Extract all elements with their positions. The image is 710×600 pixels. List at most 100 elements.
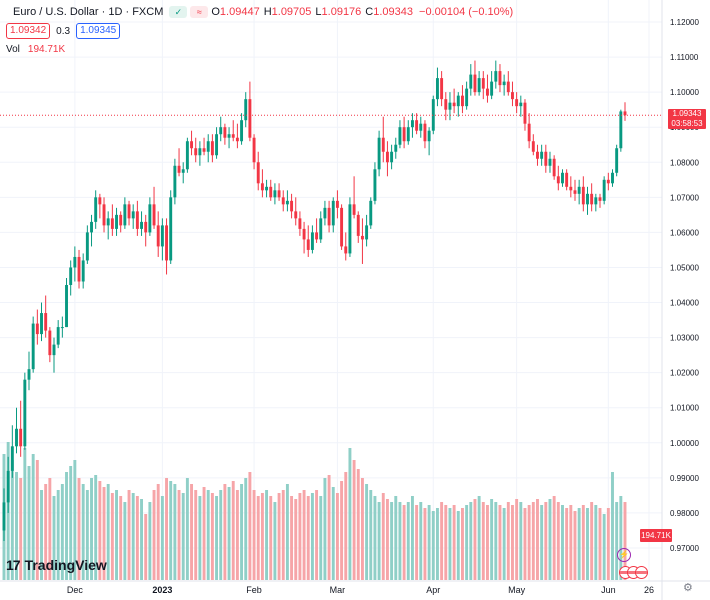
volume-bar (473, 499, 477, 580)
candle-body (110, 218, 114, 229)
volume-bar (323, 478, 327, 580)
volume-bar (73, 460, 77, 580)
volume-bar (602, 514, 606, 580)
candle-body (73, 256, 77, 268)
volume-bar (544, 502, 548, 580)
volume-bar (60, 484, 64, 580)
candle-body (260, 183, 264, 191)
volume-bar (431, 511, 435, 580)
buy-button[interactable]: 1.09345 (76, 23, 121, 39)
gear-icon[interactable]: ⚙ (683, 582, 693, 594)
volume-bar (265, 490, 269, 580)
volume-bar (177, 490, 181, 580)
volume-bar (215, 496, 219, 580)
candle-body (302, 228, 306, 240)
candle-body (248, 99, 252, 138)
volume-bar (536, 499, 539, 580)
candle-body (240, 120, 244, 142)
candle-body (498, 71, 502, 86)
volume-bar (335, 493, 339, 580)
volume-bar (202, 487, 206, 580)
volume-bar (269, 496, 273, 580)
volume-bar (561, 505, 564, 580)
candle-body (344, 246, 348, 254)
candle-body (152, 204, 156, 226)
volume-bar (460, 508, 464, 580)
volume-bar (527, 505, 531, 580)
candle-body (140, 221, 143, 229)
volume-bar (223, 484, 227, 580)
volume-bar (619, 496, 623, 580)
candle-body (594, 197, 598, 205)
candle-body (98, 197, 102, 205)
volume-bar (611, 472, 614, 580)
time-tick-label: Dec (67, 585, 84, 595)
symbol-legend: Euro / U.S. Dollar · 1D · FXCM ✓ ≈ O1.09… (6, 4, 513, 20)
ohlc-low: L1.09176 (315, 6, 362, 18)
candle-body (256, 162, 260, 184)
volume-bar (506, 502, 510, 580)
check-badge-icon[interactable]: ✓ (169, 6, 188, 18)
candle-body (410, 120, 414, 128)
volume-bar (623, 502, 627, 580)
candle-body (486, 88, 489, 96)
candle-body (6, 470, 10, 503)
volume-bar (398, 502, 402, 580)
ohlc-close: C1.09343 (365, 6, 414, 18)
candle-body (90, 221, 93, 233)
volume-bar (131, 493, 135, 580)
candle-body (327, 207, 331, 226)
candle-body (519, 102, 523, 107)
volume-bar (15, 472, 18, 580)
time-tick-label: 2023 (152, 585, 172, 595)
candle-body (340, 207, 344, 247)
candle-body (556, 176, 560, 184)
price-tick-label: 0.97000 (670, 544, 699, 553)
price-axis: 0.97000 0.98000 0.99000 1.00000 1.01000 1.020… (670, 18, 699, 553)
time-tick-label: 26 (644, 585, 654, 595)
volume-bar (77, 478, 81, 580)
bar-countdown: 03:58:53 (671, 119, 703, 128)
volume-bar (406, 502, 410, 580)
volume-bar (360, 478, 364, 580)
volume-bar (519, 502, 523, 580)
sell-button[interactable]: 1.09342 (6, 23, 51, 39)
approx-badge-icon[interactable]: ≈ (190, 6, 209, 18)
volume-label[interactable]: Vol (6, 44, 20, 55)
symbol-title[interactable]: Euro / U.S. Dollar · 1D · FXCM (13, 6, 164, 18)
volume-bar (552, 496, 556, 580)
candle-body (444, 99, 448, 110)
volume-bar (123, 502, 127, 580)
candle-body (19, 428, 23, 447)
price-tick-label: 1.04000 (670, 299, 699, 308)
candle-body (448, 102, 452, 110)
candle-body (369, 200, 373, 226)
candle-body (515, 99, 519, 107)
candle-body (331, 200, 335, 226)
volume-bar (281, 490, 285, 580)
candle-body (131, 211, 135, 219)
candle-body (265, 186, 269, 191)
candle-body (398, 127, 402, 145)
volume-bar (606, 508, 610, 580)
volume-legend: Vol 194.71K (6, 44, 65, 55)
us-flag-icon[interactable] (635, 566, 648, 579)
volume-bar (102, 487, 106, 580)
volume-bar (31, 454, 35, 580)
tradingview-logo[interactable]: 17 TradingView (6, 557, 107, 573)
time-tick-label: Apr (426, 585, 440, 595)
volume-bar (256, 496, 260, 580)
candle-body (148, 204, 152, 233)
candle-body (431, 99, 435, 131)
volume-bar (252, 490, 256, 580)
volume-bar (219, 490, 223, 580)
volume-bar (227, 487, 231, 580)
candle-body (577, 186, 581, 194)
candle-body (544, 151, 548, 166)
volume-bar (94, 475, 98, 580)
event-bolt-icon[interactable]: ⚡ (617, 548, 631, 562)
candle-body (181, 169, 185, 173)
volume-bar (148, 502, 152, 580)
candle-body (10, 446, 14, 471)
